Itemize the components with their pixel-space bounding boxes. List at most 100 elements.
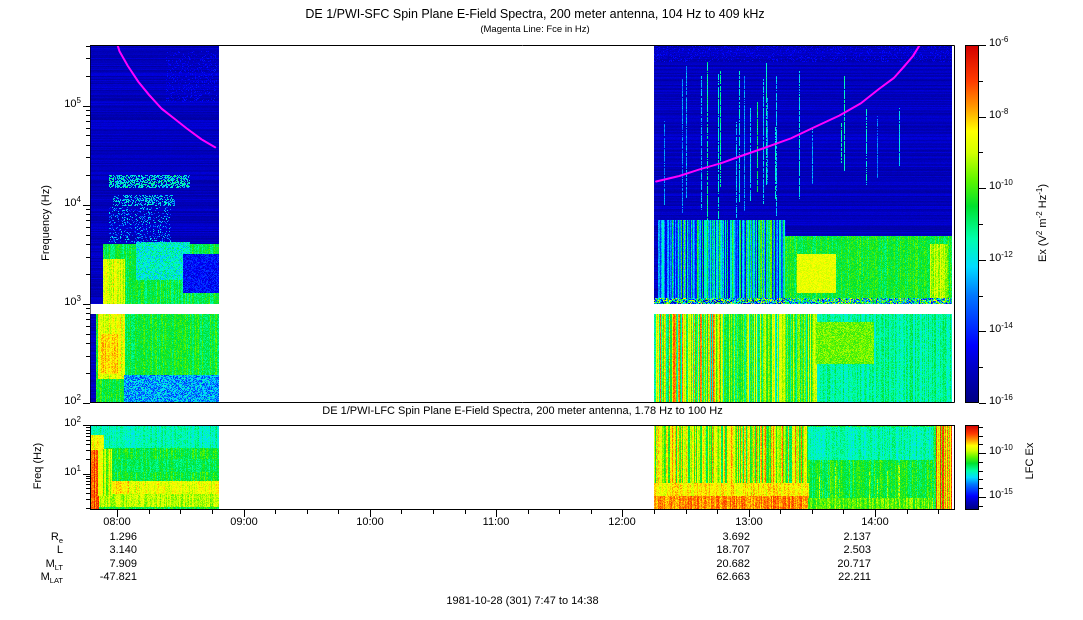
lfc-cb-minor-tick (979, 462, 983, 463)
ex-cb-tick-label: 10-14 (989, 321, 1013, 335)
ex-cb-major-tick (979, 188, 986, 189)
time-minor-tick (717, 510, 718, 514)
ex-cb-major-tick (979, 117, 986, 118)
ephemeris-value: 7.909 (109, 558, 137, 570)
sfc-y-minor-tick (86, 308, 90, 309)
lfc-cb-major-tick (979, 497, 986, 498)
lfc-y-minor-tick (86, 433, 90, 434)
sfc-y-minor-tick (86, 135, 90, 136)
lfc-cb-minor-tick (979, 506, 983, 507)
time-minor-tick (465, 510, 466, 514)
sfc-y-tick-label: 105 (64, 96, 81, 110)
time-minor-tick (938, 510, 939, 514)
sfc-spectrogram-canvas (90, 45, 955, 403)
ex-cb-tick-label: 10-12 (989, 250, 1013, 264)
ex-cb-tick-label: 10-8 (989, 107, 1009, 121)
time-minor-tick (907, 510, 908, 514)
ex-cb-tick-label: 10-16 (989, 393, 1013, 407)
sfc-y-tick-label: 104 (64, 195, 81, 209)
time-minor-tick (180, 510, 181, 514)
ex-cb-minor-tick (979, 224, 983, 225)
sfc-y-minor-tick (86, 175, 90, 176)
time-minor-tick (307, 510, 308, 514)
time-minor-tick (212, 510, 213, 514)
ex-cb-major-tick (979, 403, 986, 404)
ephemeris-row-label: MLT (45, 558, 63, 572)
time-minor-tick (559, 510, 560, 514)
lfc-spectrogram-canvas (90, 425, 955, 510)
sfc-y-major-tick (83, 106, 90, 107)
lfc-cb-minor-tick (979, 444, 983, 445)
lfc-colorbar (965, 425, 979, 510)
sfc-y-major-tick (83, 205, 90, 206)
time-minor-tick (149, 510, 150, 514)
sfc-y-minor-tick (86, 257, 90, 258)
ex-colorbar-label: Ex (V2 m-2 Hz-1) (1035, 184, 1049, 263)
sfc-y-minor-tick (86, 209, 90, 210)
sfc-y-minor-tick (86, 235, 90, 236)
sfc-y-minor-tick (86, 128, 90, 129)
ex-cb-minor-tick (979, 367, 983, 368)
ephemeris-value: 20.682 (716, 558, 750, 570)
sfc-y-minor-tick (86, 145, 90, 146)
time-major-tick (496, 510, 497, 517)
sfc-y-minor-tick (86, 326, 90, 327)
time-minor-tick (591, 510, 592, 514)
time-tick-label: 13:00 (735, 516, 763, 528)
lfc-y-minor-tick (86, 476, 90, 477)
time-tick-label: 12:00 (608, 516, 636, 528)
lfc-cb-tick-label: 10-15 (989, 487, 1013, 501)
lfc-y-minor-tick (86, 440, 90, 441)
lfc-y-minor-tick (86, 430, 90, 431)
ex-colorbar (965, 45, 979, 403)
time-major-tick (370, 510, 371, 517)
time-minor-tick (812, 510, 813, 514)
lfc-y-tick-label: 102 (64, 415, 81, 429)
ephemeris-value: 3.140 (109, 544, 137, 556)
ephemeris-value: 2.503 (843, 544, 871, 556)
time-minor-tick (843, 510, 844, 514)
lfc-y-minor-tick (86, 493, 90, 494)
time-tick-label: 09:00 (230, 516, 258, 528)
time-major-tick (117, 510, 118, 517)
time-minor-tick (433, 510, 434, 514)
sfc-y-minor-tick (86, 244, 90, 245)
sfc-y-minor-tick (86, 373, 90, 374)
sfc-y-minor-tick (86, 214, 90, 215)
ephemeris-row-label: MLAT (40, 571, 63, 585)
lfc-y-minor-tick (86, 488, 90, 489)
lfc-cb-minor-tick (979, 479, 983, 480)
sfc-y-minor-tick (86, 58, 90, 59)
sfc-y-minor-tick (86, 227, 90, 228)
lfc-y-minor-tick (86, 444, 90, 445)
sfc-y-major-tick (83, 304, 90, 305)
lfc-y-major-tick (83, 425, 90, 426)
ephemeris-row-label: Re (50, 531, 63, 545)
sfc-subtitle: (Magenta Line: Fce in Hz) (480, 24, 590, 35)
sfc-y-minor-tick (86, 76, 90, 77)
ex-cb-major-tick (979, 260, 986, 261)
time-minor-tick (338, 510, 339, 514)
ex-cb-tick-label: 10-6 (989, 35, 1009, 49)
lfc-y-minor-tick (86, 508, 90, 509)
sfc-y-minor-tick (86, 343, 90, 344)
ephemeris-value: 2.137 (843, 531, 871, 543)
lfc-colorbar-label: LFC Ex (1024, 442, 1036, 480)
lfc-y-major-tick (83, 474, 90, 475)
time-minor-tick (275, 510, 276, 514)
sfc-y-minor-tick (86, 313, 90, 314)
lfc-y-minor-tick (86, 436, 90, 437)
lfc-cb-minor-tick (979, 488, 983, 489)
time-minor-tick (528, 510, 529, 514)
sfc-y-minor-tick (86, 220, 90, 221)
ex-cb-minor-tick (979, 81, 983, 82)
ephemeris-value: 3.692 (722, 531, 750, 543)
ex-cb-major-tick (979, 331, 986, 332)
sfc-y-minor-tick (86, 110, 90, 111)
sfc-title: DE 1/PWI-SFC Spin Plane E-Field Spectra,… (305, 7, 765, 21)
lfc-cb-minor-tick (979, 436, 983, 437)
ex-cb-minor-tick (979, 296, 983, 297)
sfc-y-minor-tick (86, 121, 90, 122)
time-major-tick (749, 510, 750, 517)
